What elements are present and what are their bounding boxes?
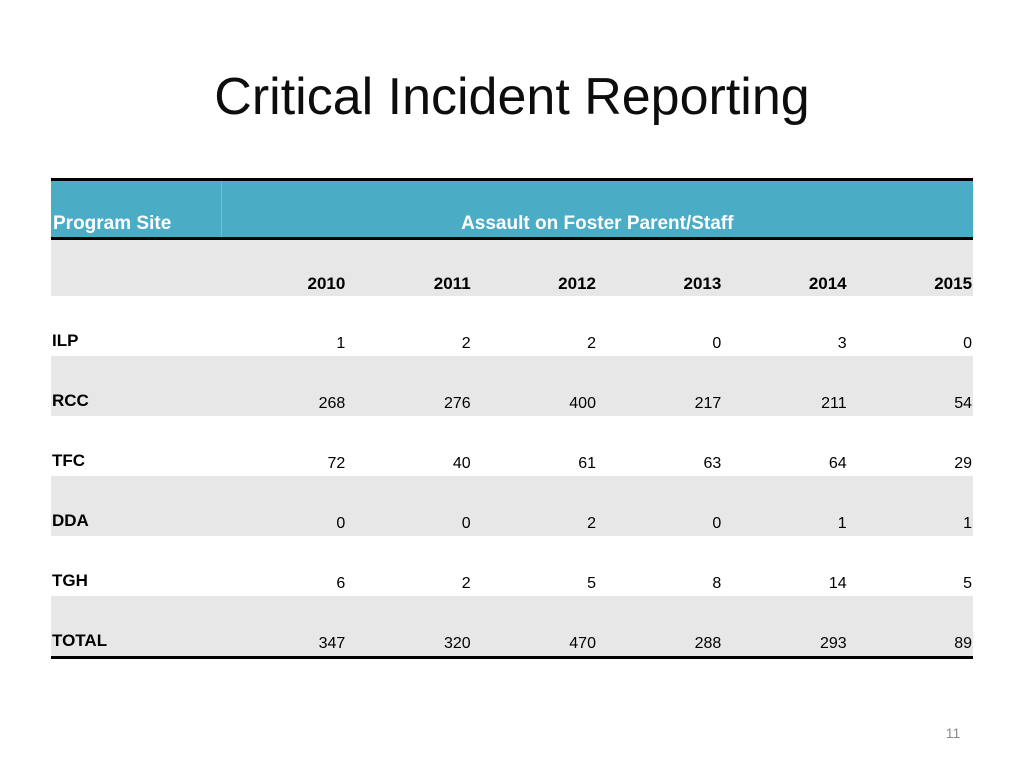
table-cell: 0 [346,476,472,536]
row-label: TFC [52,451,86,470]
table-cell: 470 [471,596,597,659]
table-cell: 217 [596,356,723,416]
table-cell: 6 [336,575,346,592]
table-row-tgh: TGH 6 2 5 8 14 5 [51,536,973,596]
row-label: DDA [51,476,221,536]
table-cell: 276 [346,356,472,416]
table-cell: 1 [722,476,848,536]
year-header-2011: 2011 [346,238,472,296]
table-cell: 5 [587,575,596,592]
table-header-row: Program Site Assault on Foster Parent/St… [51,178,974,240]
year-header-2010: 2010 [221,238,347,296]
table-row-rcc: RCC 268 276 400 217 211 54 [51,356,974,416]
year-header-2013: 2013 [596,238,723,296]
table-cell: 288 [596,596,723,659]
row-label: RCC [51,356,221,416]
table-cell: 3 [837,335,847,352]
incident-table-grid: Program Site Assault on Foster Parent/St… [51,178,974,659]
year-header-row: 2010 2011 2012 2013 2014 2015 [51,238,974,296]
table-cell: 63 [703,455,722,472]
table-cell: 40 [452,455,471,472]
table-cell: 1 [336,335,346,352]
table-row-ilp: ILP 1 2 2 0 3 0 [51,296,973,356]
table-cell: 293 [722,596,848,659]
measure-header: Assault on Foster Parent/Staff [221,178,974,240]
year-header-2015: 2015 [847,238,974,296]
year-header-2012: 2012 [471,238,597,296]
table-cell: 2 [461,575,471,592]
table-cell: 29 [954,455,973,472]
year-header-2014: 2014 [722,238,848,296]
table-cell: 61 [578,455,596,472]
table-cell: 320 [346,596,472,659]
table-cell: 5 [963,575,973,592]
table-cell: 211 [722,356,848,416]
table-cell: 0 [596,476,723,536]
table-cell: 64 [828,455,847,472]
table-cell: 54 [847,356,974,416]
table-cell: 14 [828,575,847,592]
page-number: 11 [945,725,961,741]
table-cell: 0 [963,335,973,352]
year-header-blank [51,238,221,296]
program-site-header: Program Site [51,178,222,240]
row-label: ILP [52,331,79,350]
table-cell: 2 [471,476,597,536]
table-cell: 1 [847,476,974,536]
incident-table: Program Site Assault on Foster Parent/St… [51,178,974,659]
table-cell: 2 [461,335,471,352]
table-cell: 0 [712,335,722,352]
table-cell: 0 [221,476,347,536]
row-label: TGH [52,571,88,590]
table-cell: 89 [847,596,974,659]
table-row-dda: DDA 0 0 2 0 1 1 [51,476,974,536]
table-cell: 400 [471,356,597,416]
table-cell: 347 [221,596,347,659]
table-cell: 268 [221,356,347,416]
table-cell: 72 [327,455,346,472]
slide-title: Critical Incident Reporting [214,68,810,126]
table-cell: 2 [587,335,596,352]
table-row-total: TOTAL 347 320 470 288 293 89 [51,596,974,659]
row-label: TOTAL [51,596,221,659]
table-cell: 8 [712,575,722,592]
table-row-tfc: TFC 72 40 61 63 64 29 [51,416,973,476]
